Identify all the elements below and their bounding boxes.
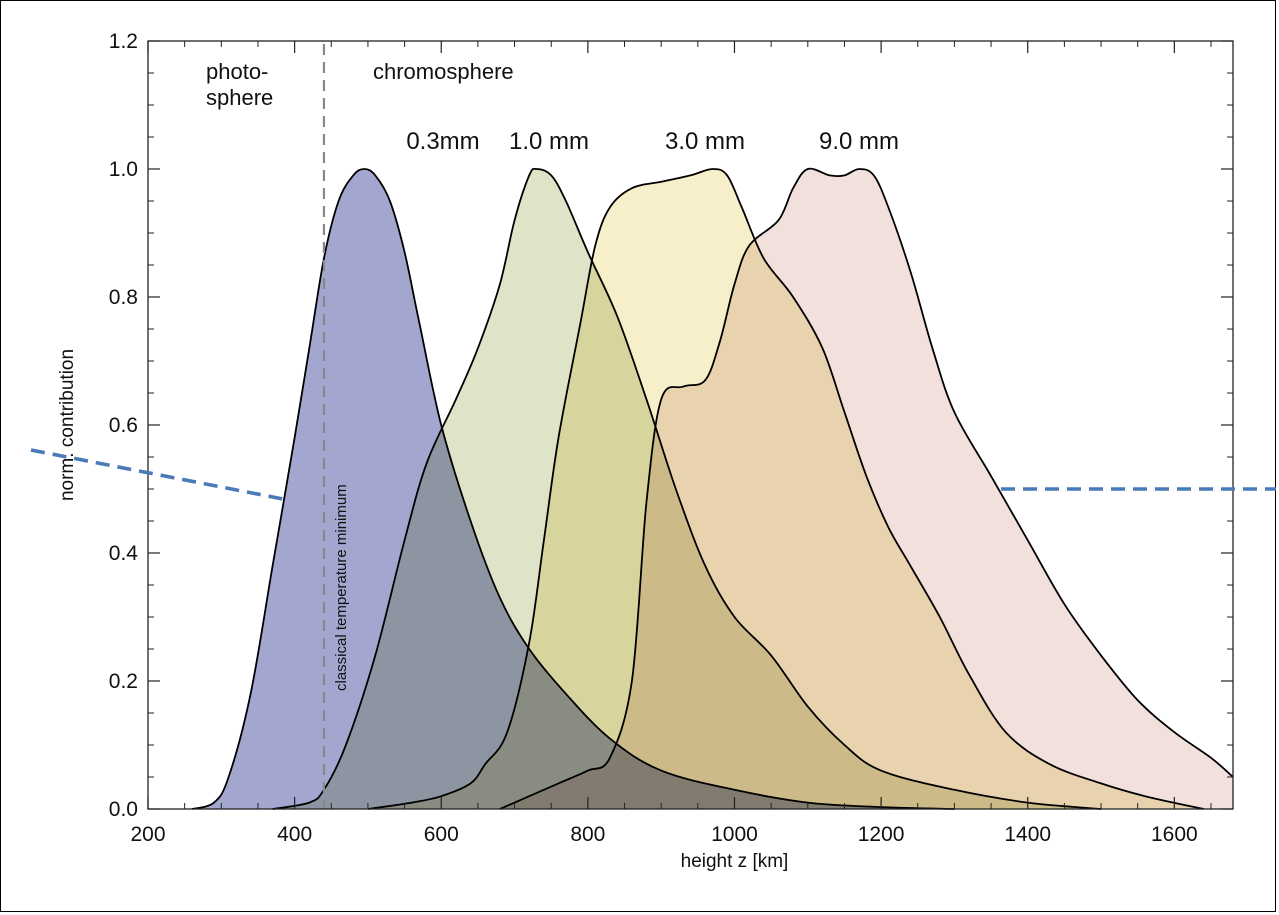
x-axis-label: height z [km] xyxy=(681,851,789,872)
series-fills xyxy=(192,168,1233,809)
series-fill-3 xyxy=(499,168,1233,809)
x-tick-label: 1600 xyxy=(1151,823,1198,846)
series-label-1: 1.0 mm xyxy=(509,128,589,155)
y-tick-label: 1.0 xyxy=(109,158,138,181)
annotation-arrows xyxy=(30,448,1276,501)
series-curve-2 xyxy=(367,168,1204,810)
region-label-photosphere-line1: photo- xyxy=(206,59,268,84)
temperature-minimum-line-group: classical temperature minimum xyxy=(322,44,350,809)
y-tick-label: 0.0 xyxy=(109,798,138,821)
series-curve-1 xyxy=(272,167,1102,810)
y-tick-label: 0.4 xyxy=(109,542,139,565)
region-label-photosphere-line2: sphere xyxy=(206,85,273,110)
series-curve-3 xyxy=(499,167,1234,810)
series-label-2: 3.0 mm xyxy=(665,128,745,155)
x-tick-label: 1400 xyxy=(1004,823,1051,846)
x-tick-label: 1200 xyxy=(858,823,905,846)
series-outlines xyxy=(191,167,1234,810)
region-label-chromosphere: chromosphere xyxy=(373,59,514,84)
y-axis-label: norm. contribution xyxy=(57,349,78,501)
axes: 200 400 600 800 1000 1200 1400 1600 0.0 0.2 0.4 0.6… xyxy=(109,30,1234,846)
series-fill-1 xyxy=(272,168,1102,809)
y-tick-label: 0.8 xyxy=(109,286,138,309)
series-label-0: 0.3mm xyxy=(406,128,479,155)
chart-labels: height z [km] norm. contribution photo-sph… xyxy=(57,59,899,872)
x-tick-label: 800 xyxy=(570,823,605,846)
series-label-3: 9.0 mm xyxy=(819,128,899,155)
x-tick-label: 600 xyxy=(424,823,459,846)
temperature-minimum-label: classical temperature minimum xyxy=(333,484,350,691)
y-tick-label: 1.2 xyxy=(109,30,138,53)
series-curve-0 xyxy=(191,168,955,810)
x-tick-label: 1000 xyxy=(711,823,758,846)
x-tick-label: 200 xyxy=(130,823,165,846)
y-tick-label: 0.6 xyxy=(109,414,138,437)
x-tick-label: 400 xyxy=(277,823,312,846)
y-tick-label: 0.2 xyxy=(109,670,138,693)
